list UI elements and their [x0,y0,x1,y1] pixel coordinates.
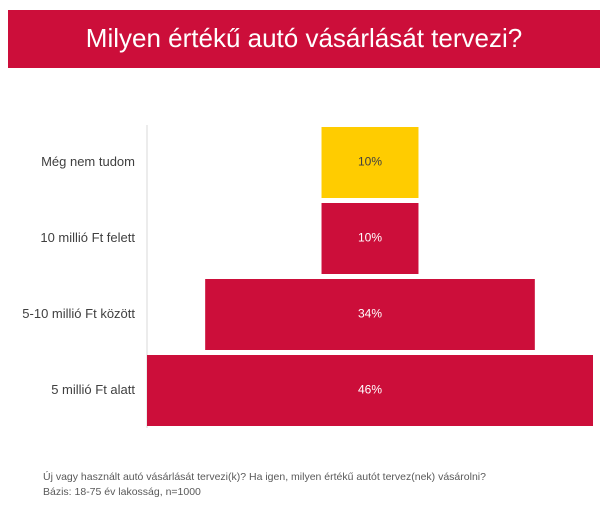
footnote: Új vagy használt autó vásárlását tervezi… [43,470,486,483]
value-label: 46% [358,383,382,397]
chart-title: Milyen értékű autó vásárlását tervezi? [86,23,522,53]
category-label: 5-10 millió Ft között [22,306,135,321]
funnel-bar [321,127,419,198]
value-label: 10% [358,231,382,245]
value-label: 10% [358,155,382,169]
funnel-bar [321,203,419,274]
value-label: 34% [358,307,382,321]
category-label: 10 millió Ft felett [40,230,135,245]
funnel-bar [147,355,593,426]
category-label: Még nem tudom [41,154,135,169]
funnel-bar [205,279,535,350]
category-label: 5 millió Ft alatt [51,382,135,397]
title-banner [8,10,600,68]
footnote: Bázis: 18-75 év lakosság, n=1000 [43,486,201,498]
